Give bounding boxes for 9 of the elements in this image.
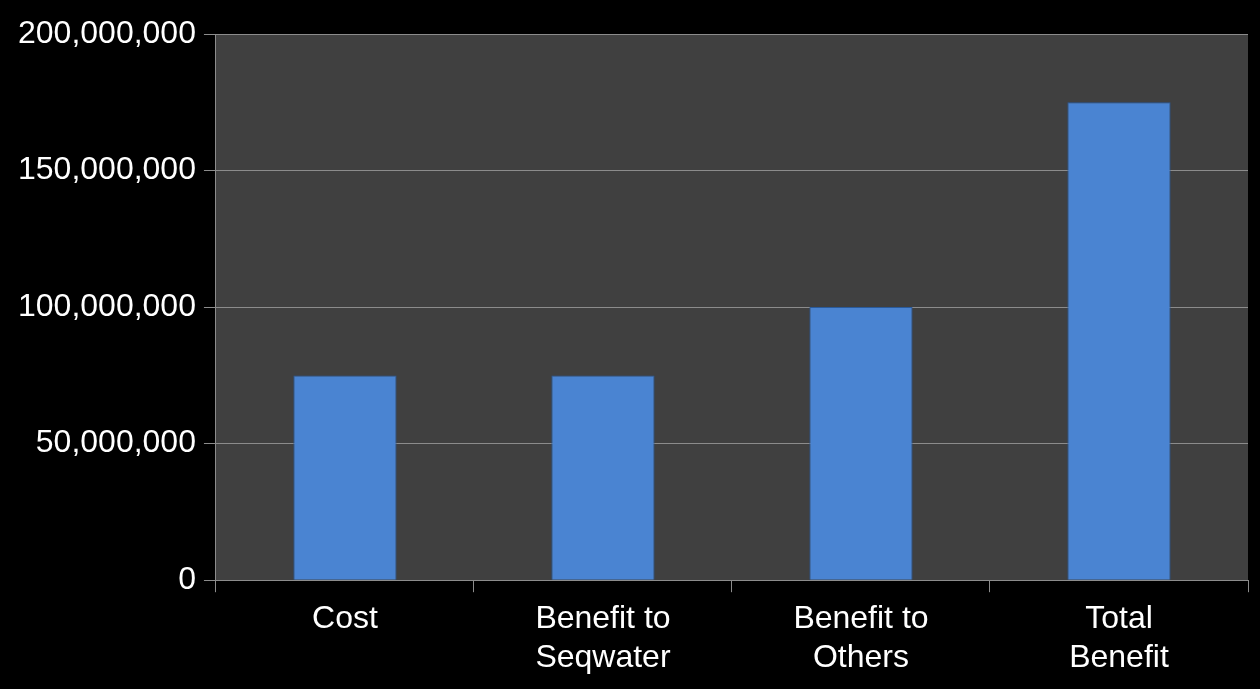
y-tick-label: 100,000,000 [18,286,196,323]
x-tick-label: Benefit to Seqwater [535,599,671,674]
y-tick-label: 150,000,000 [18,150,196,187]
x-tick-label: Benefit to Others [793,599,929,674]
x-tick-label: Cost [312,599,378,636]
y-tick-label: 0 [178,560,196,597]
y-tick-label: 50,000,000 [35,423,196,460]
x-tick-label: Total Benefit [1069,599,1169,674]
y-tick-label: 200,000,000 [18,13,196,50]
